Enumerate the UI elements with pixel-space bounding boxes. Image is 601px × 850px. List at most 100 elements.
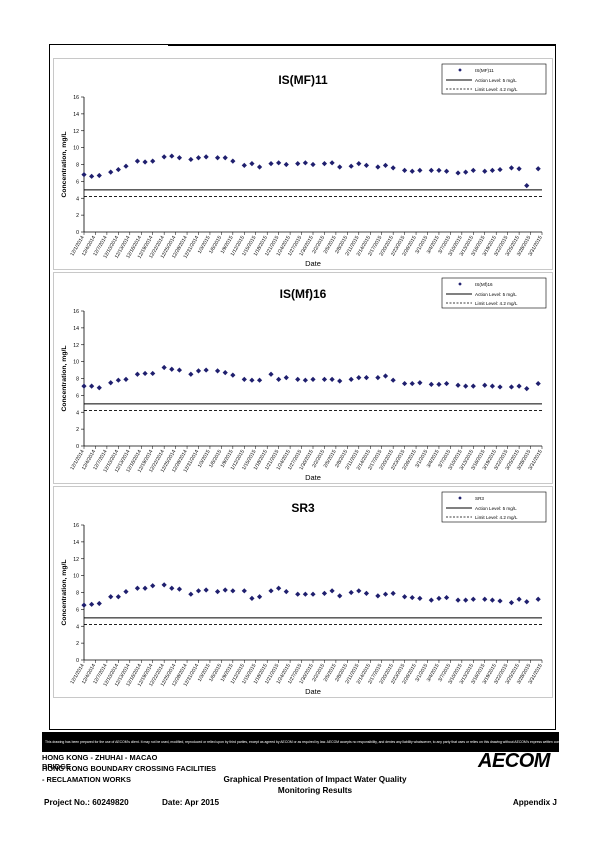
data-point	[390, 590, 396, 596]
data-point	[214, 155, 221, 161]
y-tick-label: 0	[76, 444, 79, 450]
data-point	[222, 155, 228, 161]
y-tick-label: 0	[76, 658, 79, 664]
data-point	[81, 172, 87, 178]
data-point	[428, 381, 434, 388]
data-point	[390, 377, 396, 383]
data-point	[214, 368, 221, 374]
data-point	[363, 162, 370, 168]
data-point	[268, 588, 274, 594]
legend-label-series: IS(Mf)16	[475, 282, 493, 287]
data-point	[108, 169, 114, 175]
data-point	[241, 588, 247, 594]
data-point	[470, 383, 476, 389]
drawing-frame	[49, 44, 556, 730]
chart-title: SR3	[291, 501, 315, 515]
data-point	[108, 380, 114, 386]
data-point	[508, 600, 515, 606]
data-point	[123, 376, 129, 382]
data-point	[436, 167, 442, 174]
data-point	[321, 376, 328, 382]
data-point	[134, 585, 141, 591]
data-point	[363, 590, 370, 596]
data-point	[203, 367, 209, 373]
data-point	[222, 587, 228, 593]
y-tick-label: 2	[76, 641, 79, 647]
data-point	[516, 596, 522, 602]
data-point	[169, 585, 175, 591]
data-point	[161, 582, 167, 588]
data-point	[302, 591, 308, 597]
chart-panel-2: IS(Mf)16 0 2 4 6 8 10 12 14 16 12/1/2014 12/4/2014 1…	[53, 272, 553, 484]
y-tick-label: 12	[73, 129, 79, 135]
data-point	[516, 383, 522, 389]
aecom-logo: AECOM	[478, 750, 550, 772]
data-point	[489, 383, 495, 389]
data-point	[455, 597, 461, 603]
y-axis-label: Concentration, mg/L	[61, 559, 68, 625]
y-tick-label: 12	[73, 343, 79, 349]
y-tick-label: 8	[76, 591, 79, 597]
chart-svg-1: IS(MF)11024681012141612/1/201412/4/20141…	[61, 63, 547, 268]
data-point	[295, 376, 301, 382]
data-point	[436, 381, 442, 388]
data-point	[230, 372, 236, 378]
data-point	[382, 373, 389, 379]
data-point	[169, 366, 175, 372]
data-point	[356, 161, 362, 167]
data-point	[321, 590, 328, 596]
y-tick-label: 8	[76, 377, 79, 383]
data-point	[302, 160, 308, 166]
data-point	[249, 377, 255, 383]
y-tick-label: 2	[76, 213, 79, 219]
data-point	[482, 382, 488, 388]
data-point	[497, 166, 503, 173]
data-point	[161, 364, 167, 371]
data-point	[89, 601, 95, 607]
data-point	[470, 167, 476, 174]
data-point	[108, 594, 114, 600]
data-point	[241, 162, 247, 168]
data-point	[268, 161, 274, 167]
disclaimer-text: This drawing has been prepared for the u…	[42, 732, 559, 752]
data-point	[115, 594, 121, 600]
data-point	[150, 370, 156, 377]
data-point	[134, 158, 141, 164]
y-tick-label: 10	[73, 360, 79, 366]
data-point	[463, 597, 469, 603]
data-point	[363, 375, 370, 381]
y-tick-label: 0	[76, 230, 79, 236]
data-point	[443, 380, 450, 387]
data-point	[348, 163, 354, 169]
data-point	[176, 155, 183, 161]
data-point	[375, 164, 381, 170]
data-point	[409, 594, 415, 601]
y-tick-label: 6	[76, 607, 79, 613]
data-point	[150, 583, 156, 589]
data-point	[337, 378, 343, 384]
data-point	[169, 153, 175, 159]
project-number: Project No.: 60249820	[44, 798, 129, 807]
chart-title: IS(Mf)16	[280, 287, 327, 301]
y-axis-label: Concentration, mg/L	[61, 131, 68, 197]
legend-label-series: IS(MF)11	[475, 68, 494, 73]
data-point	[195, 368, 202, 374]
data-point	[417, 595, 423, 602]
chart-panel-3: SR3 0 2 4 6 8 10 12 14 16 12/1/2014 12/4/2014 12/7/2…	[53, 486, 553, 698]
data-point	[489, 167, 495, 174]
data-point	[524, 386, 530, 392]
data-point	[463, 383, 469, 389]
data-point	[337, 593, 343, 599]
legend-label-action: Action Level: 5 mg/L	[475, 78, 517, 83]
data-point	[508, 165, 515, 171]
data-point	[382, 162, 389, 168]
data-point	[81, 383, 87, 389]
data-point	[390, 165, 396, 171]
data-point	[535, 380, 541, 387]
project-name-line2: HONG KONG BOUNDARY CROSSING FACILITIES	[42, 764, 217, 773]
data-point	[497, 384, 503, 390]
data-point	[295, 161, 301, 167]
y-tick-label: 10	[73, 146, 79, 152]
y-tick-label: 4	[76, 196, 79, 202]
data-point	[470, 596, 476, 602]
